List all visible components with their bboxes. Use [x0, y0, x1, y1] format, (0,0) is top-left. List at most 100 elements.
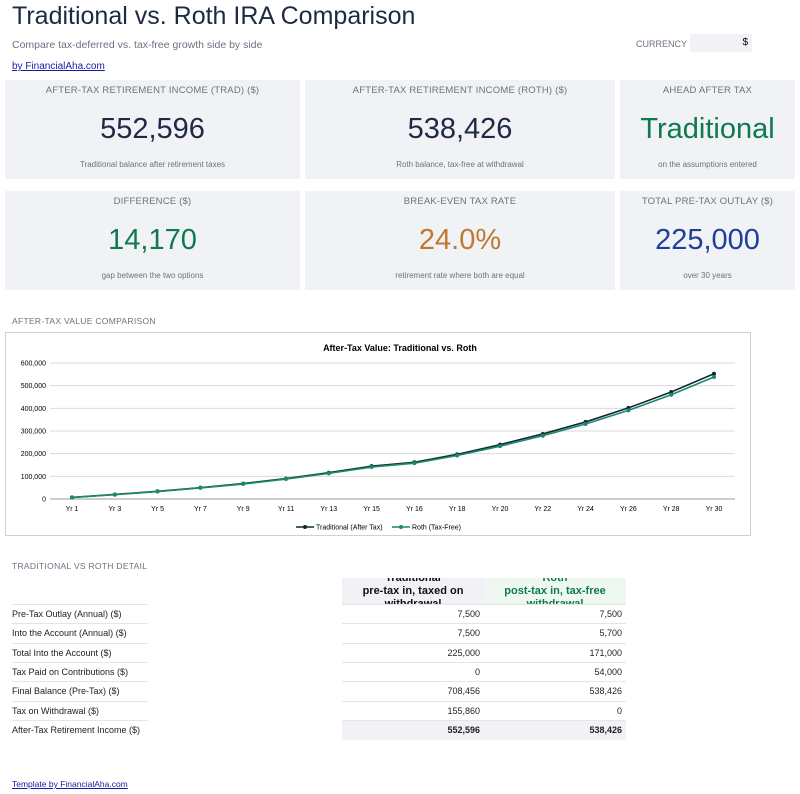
x-tick-label: Yr 18	[449, 506, 466, 513]
currency-label: CURRENCY	[636, 39, 688, 49]
cell: 538,426	[484, 681, 626, 701]
x-tick-label: Yr 5	[151, 506, 164, 513]
data-point	[712, 374, 716, 379]
header-line: Roth	[542, 578, 568, 584]
row-label: Pre-Tax Outlay (Annual) ($)	[12, 604, 148, 624]
footer-link[interactable]: Template by FinancialAha.com	[12, 779, 128, 789]
x-tick-label: Yr 22	[534, 506, 551, 513]
row-label: Into the Account (Annual) ($)	[12, 623, 148, 643]
y-tick-label: 100,000	[21, 474, 46, 481]
row-label: Tax on Withdrawal ($)	[12, 700, 148, 721]
data-point	[540, 433, 545, 438]
data-point	[284, 477, 288, 482]
header-line: Traditional	[385, 578, 441, 584]
x-tick-label: Yr 7	[194, 506, 207, 513]
x-tick-label: Yr 26	[620, 506, 637, 513]
data-point	[583, 421, 588, 426]
kpi-value: 538,426	[407, 113, 513, 145]
table-row: Tax Paid on Contributions ($) 0 54,000	[0, 661, 800, 682]
data-point	[70, 495, 74, 500]
x-tick-label: Yr 1	[66, 506, 79, 513]
data-point	[712, 371, 716, 376]
kpi-value: 24.0%	[418, 224, 502, 256]
section-label: AFTER-TAX VALUE COMPARISON	[12, 316, 156, 326]
data-point	[412, 461, 417, 466]
series-line	[71, 373, 715, 499]
kpi-card: TOTAL PRE-TAX OUTLAY ($) 225,000 over 30 y…	[620, 191, 795, 290]
header-text: Roth post-tax in, tax-free withdrawal	[484, 578, 626, 604]
kpi-label: AFTER-TAX RETIREMENT INCOME (ROTH) ($)	[352, 85, 568, 96]
kpi-note: over 30 years	[683, 271, 732, 280]
cell: 7,500	[342, 623, 484, 643]
x-tick-label: Yr 16	[406, 506, 423, 513]
cell: 708,456	[342, 681, 484, 701]
column-header: Roth post-tax in, tax-free withdrawal	[484, 578, 626, 604]
cell: 7,500	[484, 604, 626, 624]
title: Traditional vs. Roth IRA Comparison	[12, 2, 416, 30]
y-tick-label: 200,000	[21, 451, 46, 458]
cell: 0	[484, 700, 626, 721]
data-point	[112, 492, 117, 497]
x-tick-label: Yr 20	[492, 506, 509, 513]
cell: 225,000	[342, 642, 484, 663]
y-tick-label: 300,000	[21, 429, 46, 436]
kpi-card: BREAK-EVEN TAX RATE 24.0% retirement rate …	[305, 191, 615, 290]
legend-label: Traditional (After Tax)	[316, 525, 383, 532]
row-label: After-Tax Retirement Income ($)	[12, 719, 148, 740]
row-label: Total Into the Account ($)	[12, 642, 148, 663]
data-point	[198, 485, 203, 490]
row-label: Final Balance (Pre-Tax) ($)	[12, 681, 148, 701]
table-row: Total Into the Account ($) 225,000 171,000	[0, 642, 800, 663]
kpi-value: Traditional	[640, 113, 775, 145]
currency-input[interactable]: $	[690, 34, 752, 52]
legend-label: Roth (Tax-Free)	[412, 525, 461, 532]
cell: 552,596	[342, 719, 484, 740]
kpi-card: AFTER-TAX RETIREMENT INCOME (ROTH) ($) 53…	[305, 80, 615, 179]
data-point	[455, 453, 460, 458]
kpi-value: 14,170	[108, 224, 197, 256]
cell: 171,000	[484, 642, 626, 663]
table-row: After-Tax Retirement Income ($) 552,596 53…	[0, 719, 800, 740]
cell: 155,860	[342, 700, 484, 721]
kpi-note: Traditional balance after retirement tax…	[79, 160, 226, 169]
cell: 54,000	[484, 661, 626, 682]
row-label: Tax Paid on Contributions ($)	[12, 661, 148, 682]
data-point	[241, 482, 246, 487]
x-tick-label: Yr 11	[278, 506, 294, 513]
kpi-note: Roth balance, tax-free at withdrawal	[396, 160, 524, 169]
chart-frame	[5, 332, 751, 536]
kpi-label: AFTER-TAX RETIREMENT INCOME (TRAD) ($)	[45, 85, 260, 96]
kpi-value: 225,000	[655, 224, 760, 256]
column-header: Traditional pre-tax in, taxed on withdraw…	[342, 578, 484, 604]
cell: 7,500	[342, 604, 484, 624]
data-point	[326, 471, 331, 476]
table-row: Into the Account (Annual) ($) 7,500 5,700	[0, 623, 800, 642]
data-point	[369, 465, 374, 470]
kpi-label: TOTAL PRE-TAX OUTLAY ($)	[641, 196, 774, 207]
series-line	[71, 376, 715, 499]
kpi-note: on the assumptions entered	[658, 160, 757, 169]
data-point	[669, 392, 674, 397]
legend-marker	[303, 525, 307, 529]
kpi-card: DIFFERENCE ($) 14,170 gap between the two …	[5, 191, 300, 290]
kpi-card: AFTER-TAX RETIREMENT INCOME (TRAD) ($) 55…	[5, 80, 300, 179]
subtitle: Compare tax-deferred vs. tax-free growth…	[12, 39, 263, 51]
kpi-label: DIFFERENCE ($)	[113, 196, 192, 207]
x-tick-label: Yr 15	[363, 506, 380, 513]
data-point	[155, 489, 160, 494]
x-tick-label: Yr 9	[237, 506, 250, 513]
header-line: pre-tax in, taxed on withdrawal	[362, 585, 464, 604]
y-tick-label: 400,000	[21, 406, 46, 413]
kpi-note: gap between the two options	[101, 271, 204, 280]
kpi-label: AHEAD AFTER TAX	[662, 85, 753, 96]
table-row: Final Balance (Pre-Tax) ($) 708,456 538,42…	[0, 681, 800, 700]
y-tick-label: 600,000	[21, 361, 46, 368]
x-tick-label: Yr 24	[577, 506, 594, 513]
x-tick-label: Yr 30	[706, 506, 723, 513]
link[interactable]: by FinancialAha.com	[12, 61, 105, 72]
x-tick-label: Yr 28	[663, 506, 680, 513]
cell: 0	[342, 661, 484, 682]
x-tick-label: Yr 13	[320, 506, 337, 513]
data-point	[626, 408, 631, 413]
